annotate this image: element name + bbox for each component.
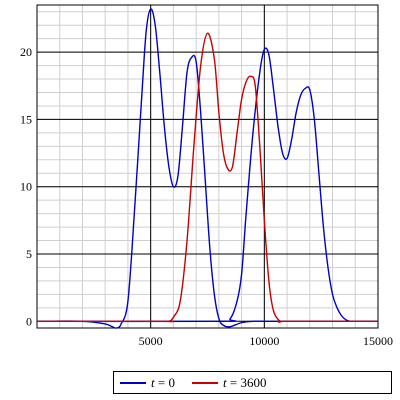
legend-item-t3600: t = 3600	[192, 372, 266, 393]
legend-swatch-blue	[120, 381, 146, 384]
series-layer	[36, 8, 378, 329]
y-axis-ticks: 0 5 10 15 20	[20, 45, 32, 328]
y-tick-label: 10	[20, 180, 32, 194]
x-tick-label: 10000	[249, 334, 279, 348]
legend-swatch-red	[192, 381, 218, 384]
x-tick-label: 5000	[139, 334, 163, 348]
y-tick-label: 20	[20, 45, 32, 59]
series-line-blue-2	[36, 47, 378, 323]
y-tick-label: 5	[26, 247, 32, 261]
x-tick-label: 15000	[363, 334, 393, 348]
plot-area	[37, 5, 378, 328]
series-line-red-1	[37, 32, 378, 323]
series-line-blue-0	[36, 8, 378, 329]
chart: 5000 10000 15000 0 5 10 15 20	[20, 4, 393, 348]
plot-frame	[36, 4, 379, 329]
y-tick-label: 15	[20, 112, 32, 126]
legend-item-t0: t = 0	[120, 372, 175, 393]
legend-label-t3600: t = 3600	[223, 374, 267, 390]
legend: t = 0 t = 3600	[113, 371, 392, 394]
y-tick-label: 0	[26, 314, 32, 328]
major-grid	[37, 5, 379, 328]
legend-label-t0: t = 0	[151, 374, 175, 390]
x-axis-ticks: 5000 10000 15000	[139, 334, 393, 348]
